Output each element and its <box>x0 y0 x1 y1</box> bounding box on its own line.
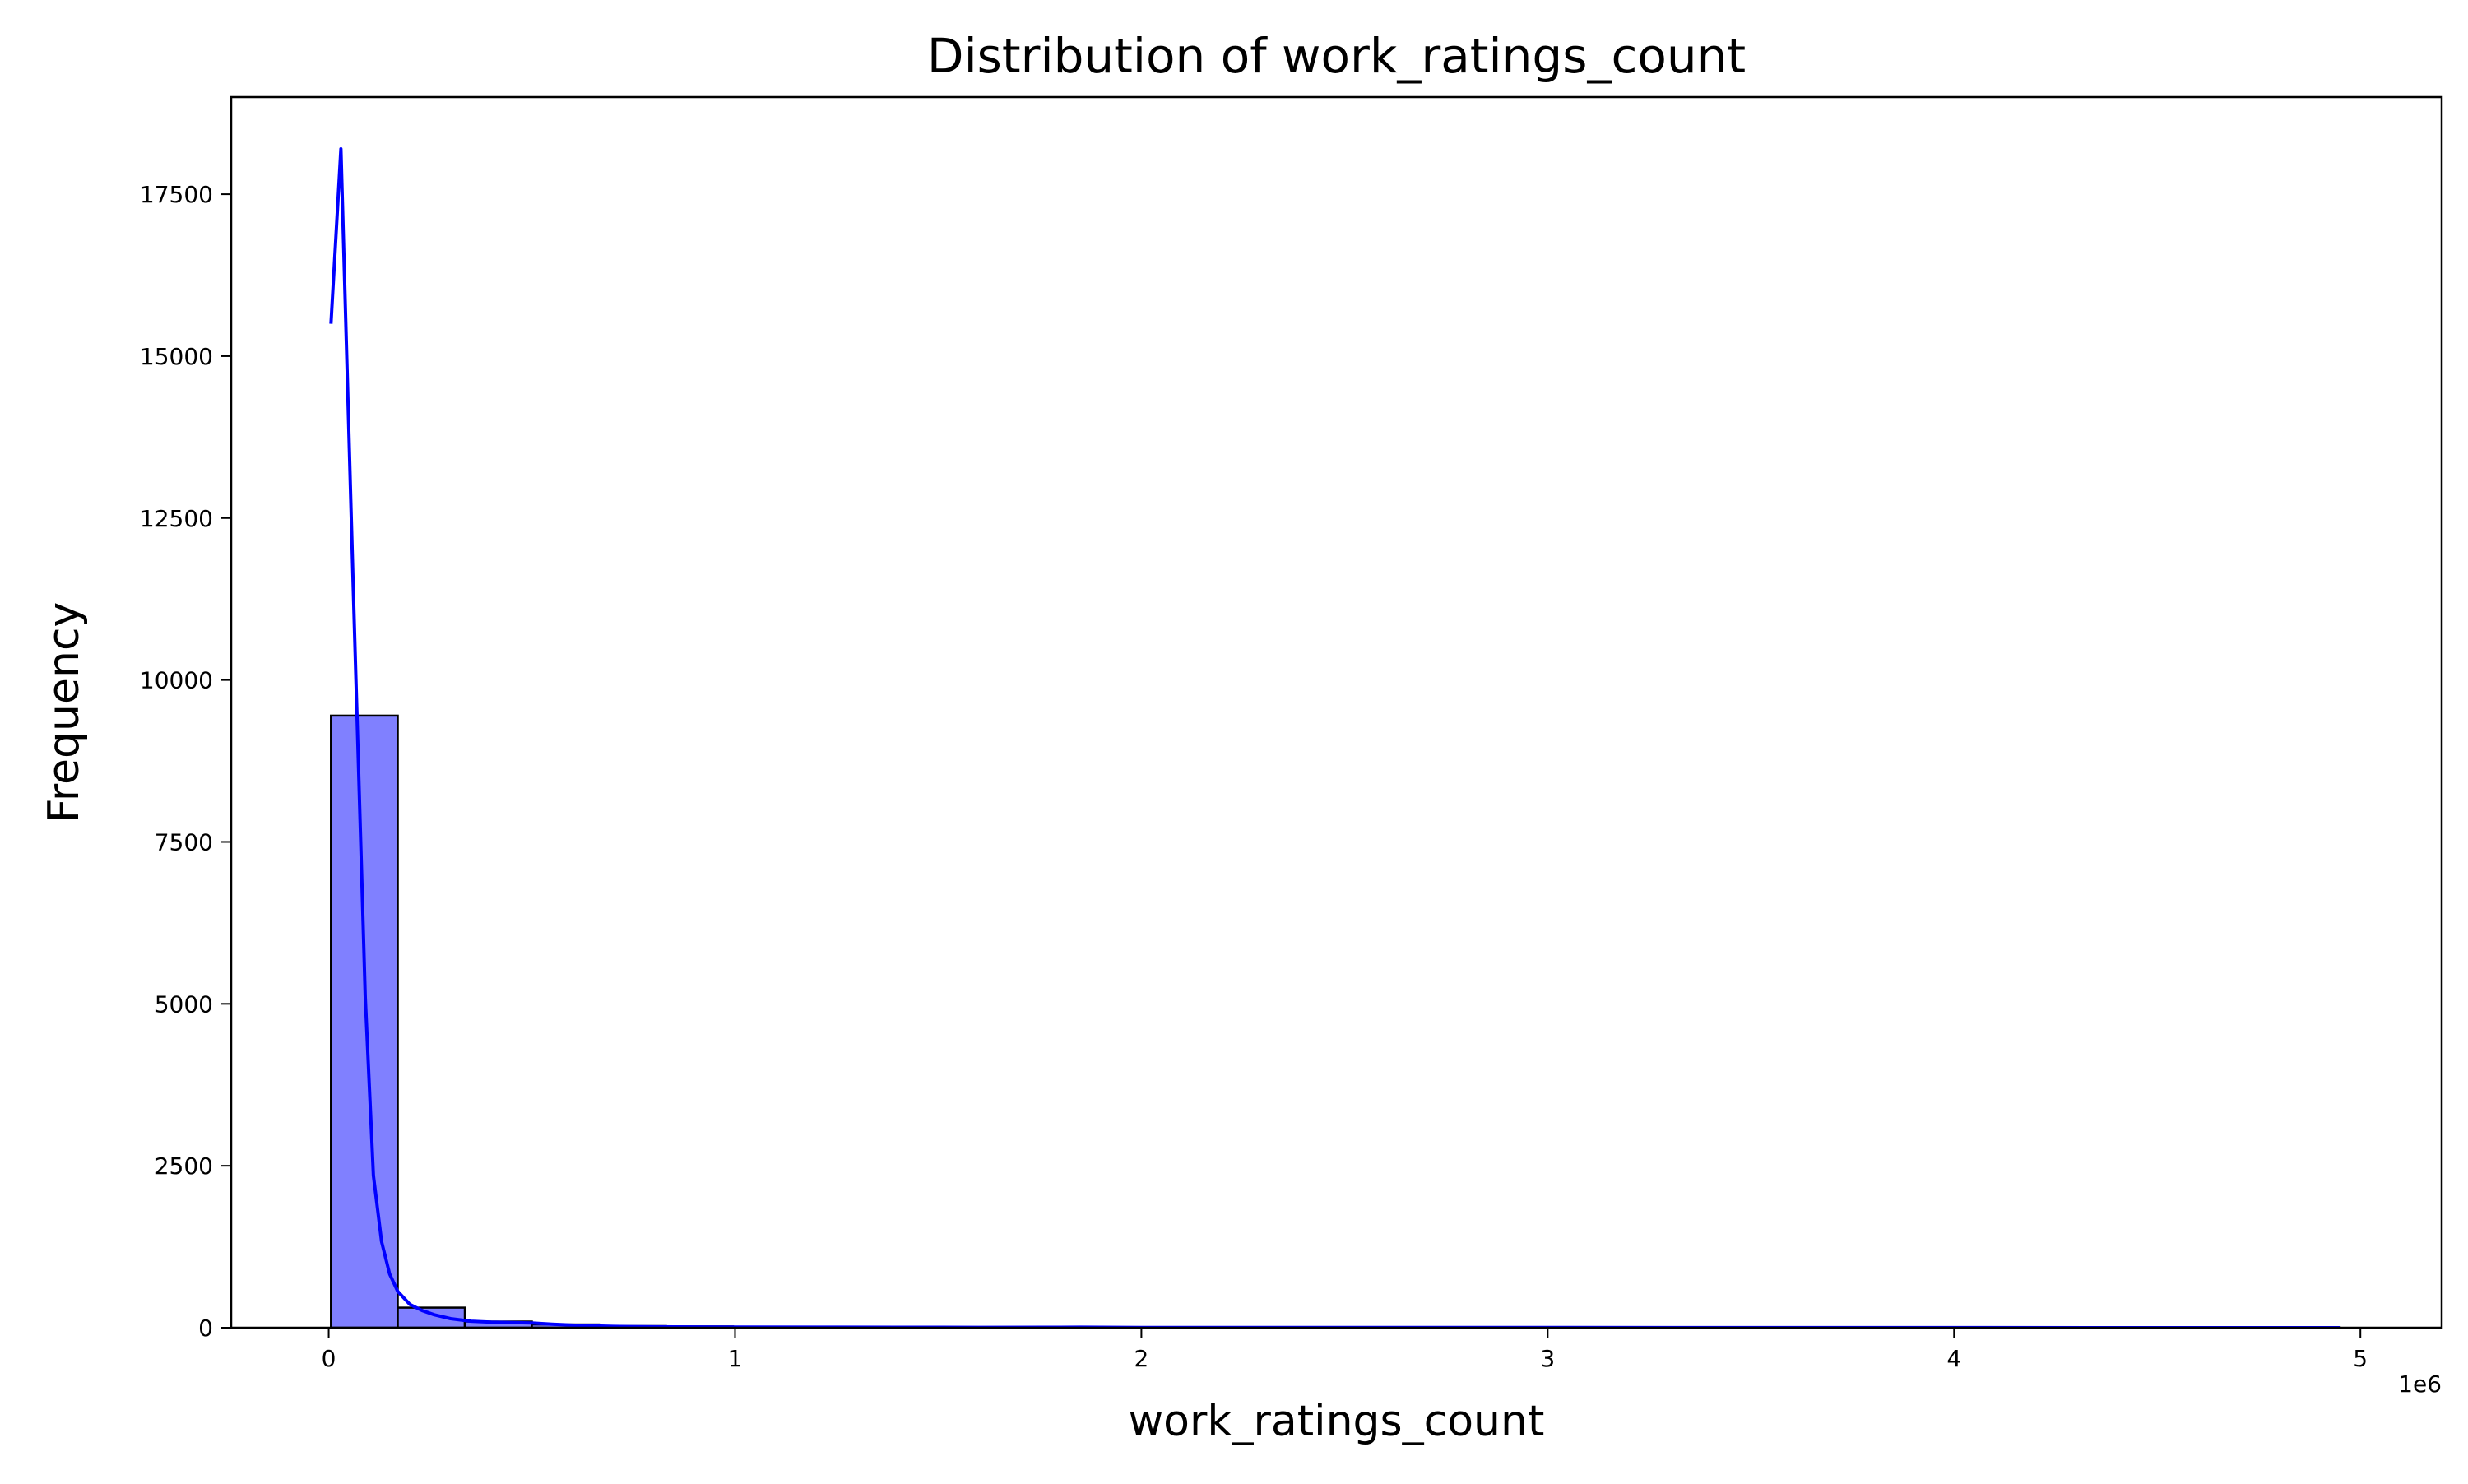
x-axis-label: work_ratings_count <box>1129 1397 1545 1446</box>
y-tick-label: 17500 <box>140 181 213 208</box>
x-tick-label: 1 <box>728 1345 743 1372</box>
x-tick-label: 2 <box>1134 1345 1148 1372</box>
kde-curve <box>331 149 2340 1328</box>
x-tick-label: 5 <box>2353 1345 2368 1372</box>
y-tick-label: 0 <box>198 1315 213 1342</box>
y-tick-label: 12500 <box>140 505 213 532</box>
x-axis-offset-label: 1e6 <box>2398 1370 2442 1398</box>
plot-area-frame <box>231 97 2442 1328</box>
y-tick-label: 7500 <box>155 828 213 856</box>
x-tick-label: 3 <box>1540 1345 1555 1372</box>
x-tick-label: 4 <box>1946 1345 1961 1372</box>
y-tick-label: 2500 <box>155 1152 213 1180</box>
chart-title: Distribution of work_ratings_count <box>927 28 1746 84</box>
y-axis-label: Frequency <box>39 602 89 823</box>
y-tick-label: 15000 <box>140 343 213 370</box>
x-tick-label: 0 <box>322 1345 336 1372</box>
histogram-bar <box>331 716 397 1328</box>
y-tick-label: 5000 <box>155 990 213 1018</box>
y-tick-label: 10000 <box>140 667 213 694</box>
